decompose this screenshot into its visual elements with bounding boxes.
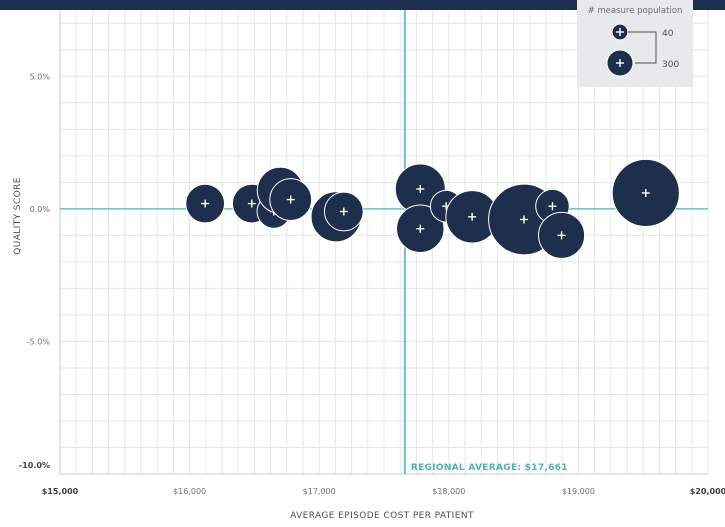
- legend-bracket: [628, 31, 657, 64]
- y-tick-label: -5.0%: [27, 337, 51, 346]
- regional-average-label: REGIONAL AVERAGE: $17,661: [411, 463, 568, 473]
- data-point: [611, 158, 680, 227]
- axes: AVERAGE EPISODE COST PER PATIENT QUALITY…: [13, 72, 725, 521]
- legend-bubble-small: [611, 23, 629, 41]
- y-tick-label: -10.0%: [19, 461, 50, 470]
- x-tick-label: $17,000: [303, 487, 336, 496]
- legend-label-large: 300: [662, 60, 679, 70]
- data-point: [269, 178, 313, 221]
- y-axis-title: QUALITY SCORE: [13, 177, 23, 255]
- y-tick-label: 0.0%: [30, 205, 51, 214]
- data-point: [185, 183, 226, 224]
- x-tick-label: $18,000: [432, 487, 465, 496]
- x-tick-label: $20,000: [690, 487, 725, 496]
- data-point: [396, 204, 445, 253]
- legend-title: # measure population: [588, 6, 683, 16]
- size-legend: # measure population 40 300: [577, 0, 693, 87]
- legend-bubble-large: [606, 49, 634, 77]
- data-point: [538, 211, 586, 259]
- x-tick-label: $16,000: [173, 487, 206, 496]
- x-tick-label: $15,000: [42, 487, 79, 496]
- x-axis-title: AVERAGE EPISODE COST PER PATIENT: [290, 511, 474, 521]
- legend-box: [577, 0, 693, 87]
- y-tick-label: 5.0%: [30, 72, 51, 81]
- x-tick-label: $19,000: [562, 487, 595, 496]
- header-bar: [0, 0, 725, 10]
- data-points: [185, 158, 680, 259]
- legend-label-small: 40: [662, 29, 674, 39]
- data-point: [323, 191, 364, 232]
